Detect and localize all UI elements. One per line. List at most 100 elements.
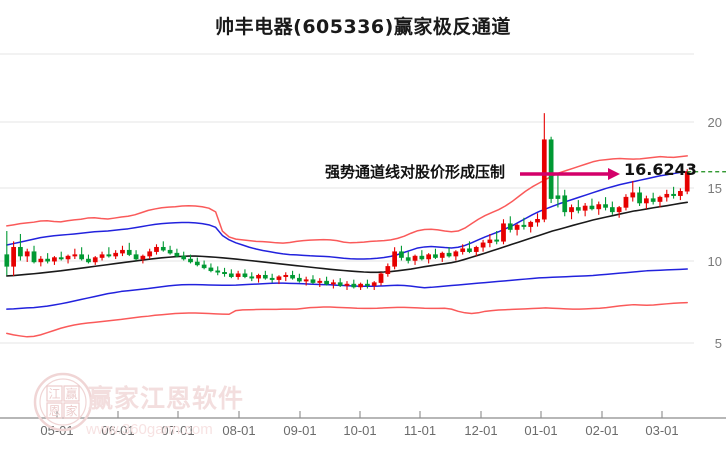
candle-body[interactable] xyxy=(480,242,486,248)
candle-body[interactable] xyxy=(562,195,568,213)
candle-body[interactable] xyxy=(222,272,227,274)
candle-body[interactable] xyxy=(52,257,57,262)
candle-body[interactable] xyxy=(664,193,670,198)
candle-body[interactable] xyxy=(439,252,445,258)
candle-body[interactable] xyxy=(310,279,316,283)
candle-body[interactable] xyxy=(269,277,275,280)
candle-body[interactable] xyxy=(596,204,602,210)
candle-body[interactable] xyxy=(188,258,193,263)
candle-body[interactable] xyxy=(242,273,248,277)
candle-body[interactable] xyxy=(528,221,534,227)
candle-body[interactable] xyxy=(256,274,261,279)
candle-body[interactable] xyxy=(623,196,629,208)
candle-body[interactable] xyxy=(473,246,479,252)
candle-body[interactable] xyxy=(494,239,500,242)
candle-body[interactable] xyxy=(147,251,153,257)
candle-body[interactable] xyxy=(616,207,622,213)
candle-body[interactable] xyxy=(113,252,119,257)
candle-body[interactable] xyxy=(453,251,459,257)
candle-body[interactable] xyxy=(11,246,16,267)
candle-body[interactable] xyxy=(460,248,466,252)
candle-body[interactable] xyxy=(535,218,540,223)
candle-body[interactable] xyxy=(371,282,377,286)
candle-body[interactable] xyxy=(92,257,98,263)
candle-body[interactable] xyxy=(337,282,343,286)
candle-body[interactable] xyxy=(276,276,282,280)
candle-body[interactable] xyxy=(446,252,452,257)
candle-body[interactable] xyxy=(181,255,187,260)
candle-body[interactable] xyxy=(249,276,255,279)
candle-body[interactable] xyxy=(575,207,581,211)
candle-body[interactable] xyxy=(603,204,608,208)
candle-body[interactable] xyxy=(194,261,200,266)
candle-body[interactable] xyxy=(297,277,302,282)
candle-body[interactable] xyxy=(262,274,268,279)
candle-body[interactable] xyxy=(650,198,656,202)
candle-body[interactable] xyxy=(487,239,493,244)
candle-body[interactable] xyxy=(283,274,289,277)
candle-body[interactable] xyxy=(412,255,418,261)
candle-body[interactable] xyxy=(609,207,615,213)
candle-body[interactable] xyxy=(392,251,397,267)
candle-body[interactable] xyxy=(140,255,146,260)
candle-body[interactable] xyxy=(331,282,336,285)
candle-body[interactable] xyxy=(4,254,10,267)
candle-body[interactable] xyxy=(378,273,384,283)
candle-body[interactable] xyxy=(385,266,391,275)
candle-body[interactable] xyxy=(657,196,663,202)
candle-body[interactable] xyxy=(678,191,683,196)
candle-body[interactable] xyxy=(201,264,207,269)
candle-body[interactable] xyxy=(426,254,432,260)
candle-body[interactable] xyxy=(167,249,173,254)
candle-body[interactable] xyxy=(72,254,78,257)
candle-body[interactable] xyxy=(514,224,520,230)
candle-body[interactable] xyxy=(31,251,37,263)
candle-body[interactable] xyxy=(208,267,214,272)
candle-body[interactable] xyxy=(358,283,363,288)
candle-body[interactable] xyxy=(45,258,50,262)
candle-body[interactable] xyxy=(58,257,64,260)
candle-body[interactable] xyxy=(120,249,125,254)
candle-body[interactable] xyxy=(235,273,241,277)
candle-body[interactable] xyxy=(541,139,547,220)
candle-body[interactable] xyxy=(324,280,329,285)
candle-body[interactable] xyxy=(228,273,234,277)
candle-body[interactable] xyxy=(38,258,44,263)
candle-body[interactable] xyxy=(18,246,23,257)
candle-body[interactable] xyxy=(630,192,636,198)
candle-body[interactable] xyxy=(548,139,554,199)
candle-body[interactable] xyxy=(99,254,105,258)
candle-body[interactable] xyxy=(126,249,132,255)
candle-body[interactable] xyxy=(405,257,411,261)
candle-body[interactable] xyxy=(555,195,561,199)
candle-body[interactable] xyxy=(106,254,112,257)
candle-body[interactable] xyxy=(86,258,91,263)
candle-body[interactable] xyxy=(671,193,676,196)
candle-body[interactable] xyxy=(174,252,180,257)
candle-body[interactable] xyxy=(215,270,221,273)
candle-body[interactable] xyxy=(467,248,472,252)
candle-body[interactable] xyxy=(79,254,85,260)
candle-body[interactable] xyxy=(419,255,425,260)
candle-body[interactable] xyxy=(65,255,71,260)
candle-body[interactable] xyxy=(290,274,295,279)
candle-body[interactable] xyxy=(569,207,574,213)
candle-body[interactable] xyxy=(644,198,649,204)
candle-body[interactable] xyxy=(351,283,357,288)
candle-body[interactable] xyxy=(160,246,166,251)
candle-body[interactable] xyxy=(24,251,30,257)
candle-body[interactable] xyxy=(433,254,438,258)
candle-body[interactable] xyxy=(303,279,309,282)
candle-body[interactable] xyxy=(589,205,595,210)
candle-body[interactable] xyxy=(637,192,642,204)
candle-body[interactable] xyxy=(344,283,350,286)
candle-body[interactable] xyxy=(133,254,139,260)
candle-body[interactable] xyxy=(365,283,370,286)
candle-body[interactable] xyxy=(501,223,506,242)
candle-body[interactable] xyxy=(317,280,323,283)
candle-body[interactable] xyxy=(582,205,588,211)
candle-body[interactable] xyxy=(507,223,513,230)
candle-body[interactable] xyxy=(154,246,159,252)
candle-body[interactable] xyxy=(521,224,527,227)
